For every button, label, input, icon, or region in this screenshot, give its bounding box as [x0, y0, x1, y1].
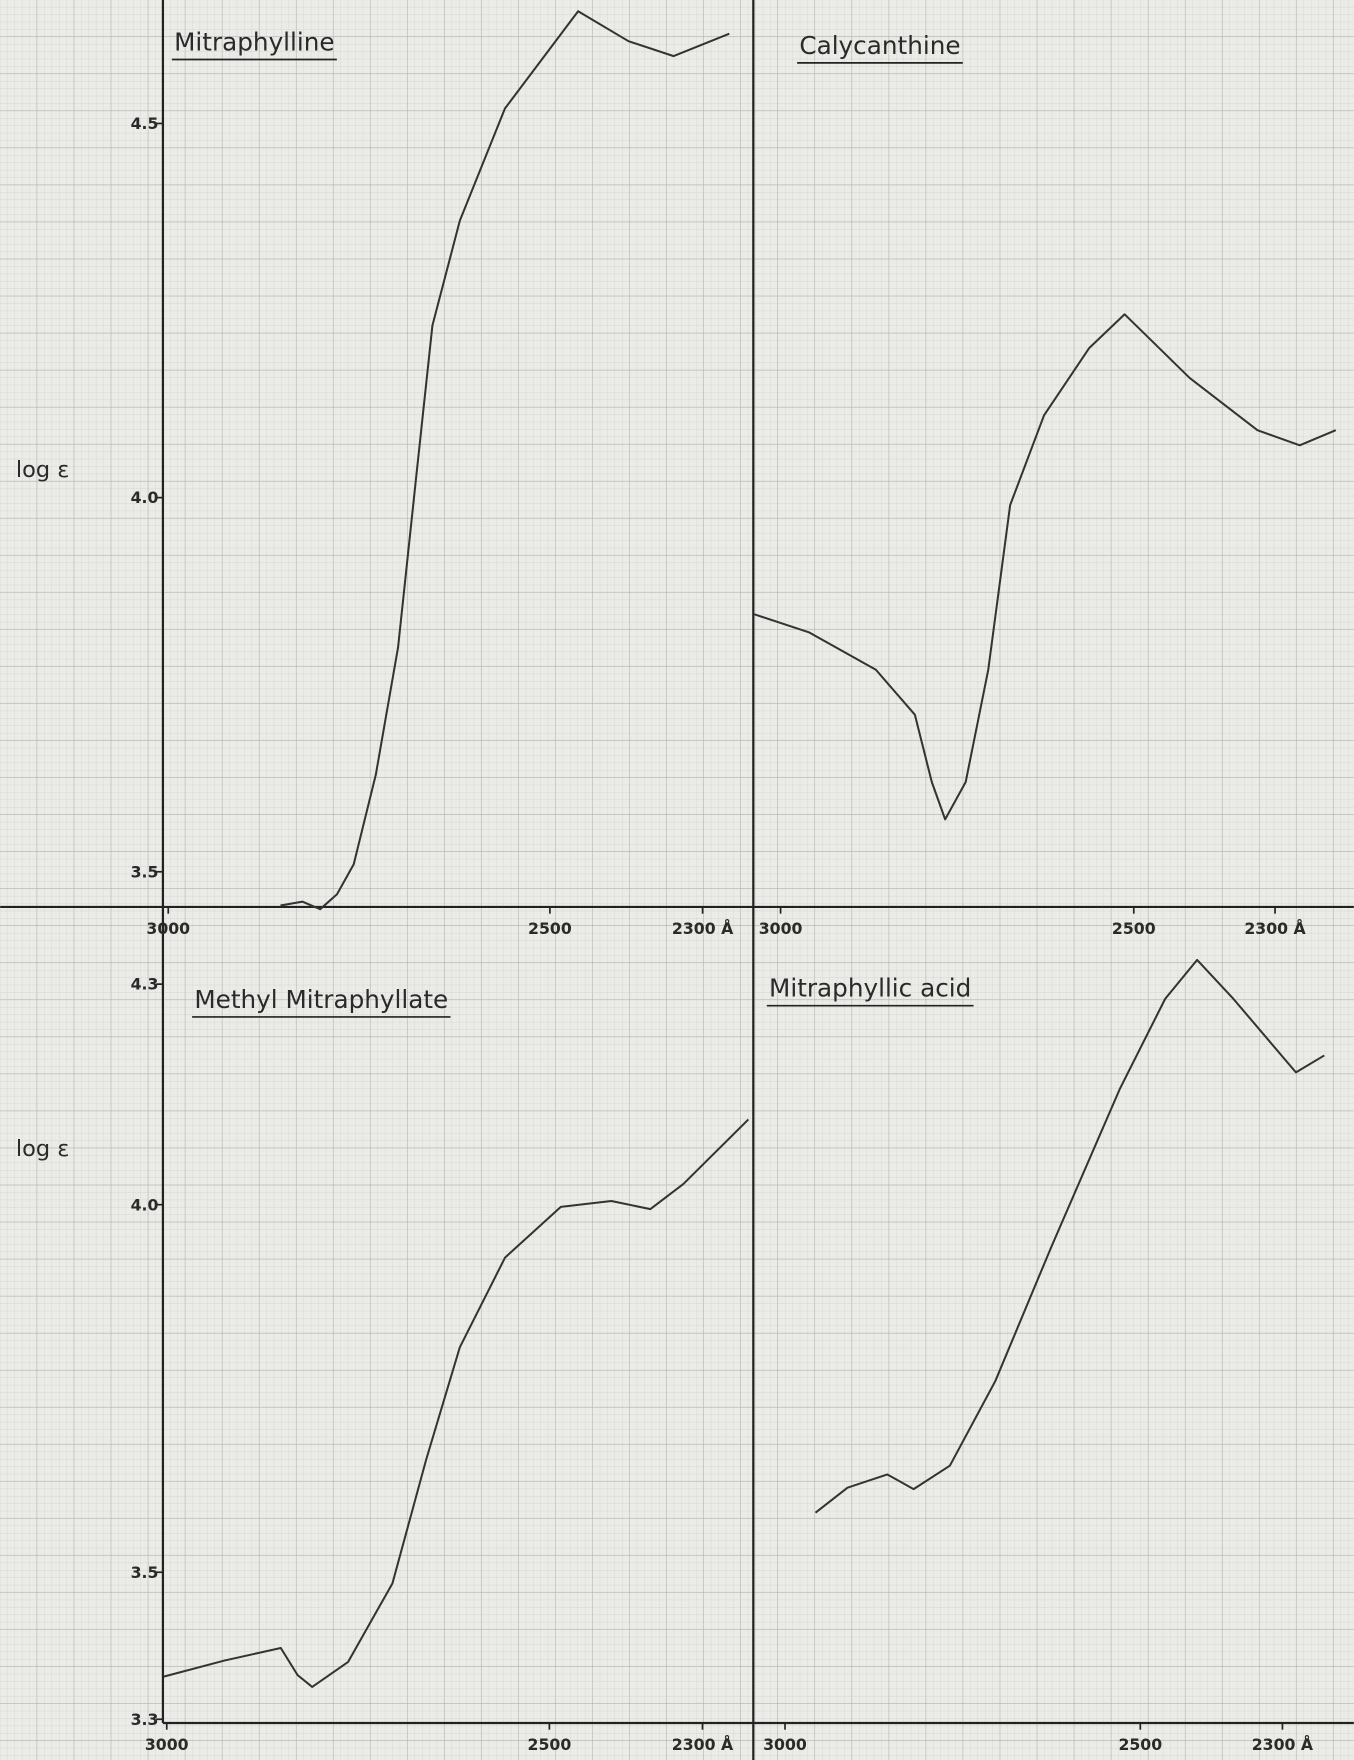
y-axis-label: log ε — [16, 1136, 69, 1162]
panel-title: Calycanthine — [799, 31, 960, 60]
x-tick-label: 2500 — [1118, 1735, 1162, 1754]
spectrum-line — [754, 313, 1337, 821]
panel-title: Mitraphyllic acid — [769, 974, 971, 1003]
x-tick-label: 2500 — [1112, 919, 1156, 938]
y-tick-label: 3.3 — [131, 1710, 159, 1729]
panel-title: Mitraphylline — [174, 28, 334, 57]
spectrum-line — [814, 958, 1325, 1514]
y-tick-label: 4.3 — [131, 975, 159, 994]
x-tick-label: 2500 — [528, 1735, 572, 1754]
x-tick-label: 3000 — [146, 919, 190, 938]
y-tick-label: 4.0 — [131, 1195, 159, 1214]
y-tick-label: 4.5 — [131, 114, 159, 133]
x-tick-label: 2500 — [528, 919, 572, 938]
x-tick-label: 3000 — [763, 1735, 807, 1754]
x-tick-label: 2300 Å — [1252, 1735, 1314, 1754]
spectrum-line — [280, 10, 730, 911]
x-tick-label: 2300 Å — [1244, 919, 1306, 938]
x-tick-label: 3000 — [759, 919, 803, 938]
y-tick-label: 3.5 — [131, 862, 159, 881]
spectrum-line — [163, 1118, 750, 1688]
panel-title: Methyl Mitraphyllate — [194, 985, 448, 1014]
y-axis-label: log ε — [16, 457, 69, 483]
x-tick-label: 3000 — [145, 1735, 189, 1754]
y-tick-label: 4.0 — [131, 488, 159, 507]
x-tick-label: 2300 Å — [672, 1735, 734, 1754]
y-tick-label: 3.5 — [131, 1563, 159, 1582]
x-tick-label: 2300 Å — [672, 919, 734, 938]
